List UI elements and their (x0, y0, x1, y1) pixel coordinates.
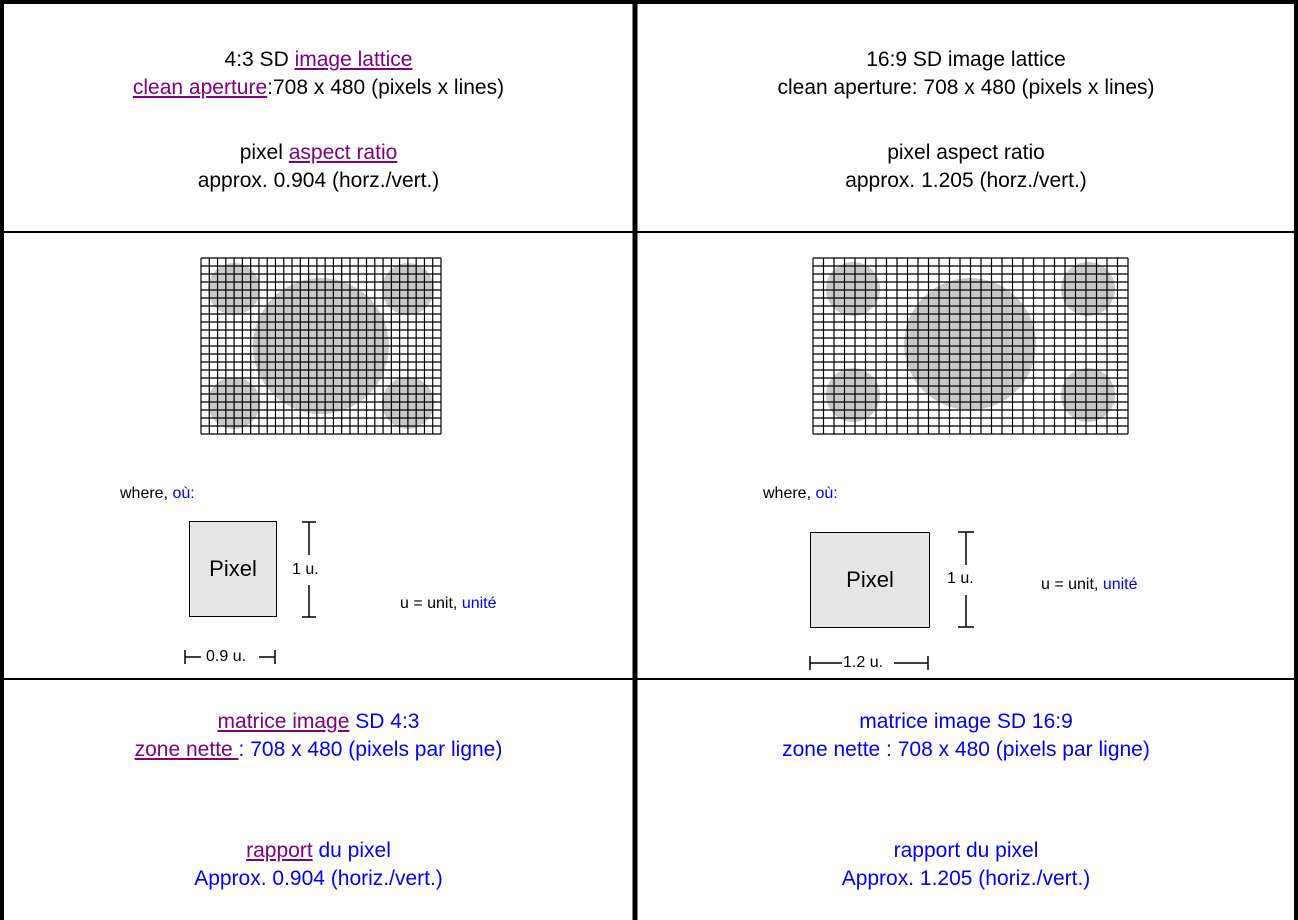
left-aperture-line: clean aperture:708 x 480 (pixels x lines… (4, 74, 633, 102)
left-fr-title-suffix: SD 4:3 (349, 710, 420, 733)
left-unit-fr: unité (461, 595, 497, 612)
pixel-box-4x3: Pixel (189, 521, 277, 617)
right-fr-par-value: Approx. 1.205 (horiz./vert.) (841, 867, 1091, 890)
lattice-4x3-diagram (200, 257, 442, 435)
right-fr-par: rapport du pixel (893, 839, 1039, 862)
test-circle-2 (1061, 262, 1115, 316)
left-par-line: pixel aspect ratio (4, 139, 633, 167)
left-height-label: 1 u. (292, 561, 319, 578)
right-ou-text: où: (815, 485, 838, 502)
left-fr-par: rapport du pixel (4, 837, 633, 865)
right-fr-title: matrice image SD 16:9 (859, 710, 1073, 733)
right-header-cell: 16:9 SD image lattice clean aperture: 70… (638, 4, 1294, 230)
left-fr-title: matrice image SD 4:3 (4, 708, 633, 736)
test-circle-3 (826, 368, 880, 422)
left-title-line: 4:3 SD image lattice (4, 46, 633, 74)
right-unit-fr: unité (1102, 576, 1138, 593)
zone-nette-link[interactable]: zone nette (134, 738, 239, 761)
test-circle-4 (1061, 368, 1115, 422)
pixel-label: Pixel (846, 567, 894, 592)
left-par-value: approx. 0.904 (horz./vert.) (197, 169, 440, 192)
left-fr-par-value: Approx. 0.904 (horiz./vert.) (194, 867, 443, 890)
right-height-label: 1 u. (947, 570, 974, 587)
left-where-label: where, où: (120, 485, 195, 503)
left-where-text: where, (120, 485, 173, 502)
left-french-cell: matrice image SD 4:3 zone nette : 708 x … (4, 681, 633, 920)
rapport-link[interactable]: rapport (246, 839, 313, 862)
left-fr-par-suffix: du pixel (312, 839, 391, 862)
right-height-marker (958, 531, 974, 628)
left-width-label: 0.9 u. (206, 648, 247, 665)
left-unit-note: u = unit, unité (400, 595, 497, 613)
left-title-prefix: 4:3 SD (224, 48, 295, 71)
left-ou-text: où: (172, 485, 195, 502)
lattice-16x9-diagram (812, 257, 1129, 435)
aspect-ratio-link[interactable]: aspect ratio (288, 141, 398, 164)
left-fr-aperture: zone nette : 708 x 480 (pixels par ligne… (4, 736, 633, 764)
right-title-line: 16:9 SD image lattice (866, 48, 1066, 71)
image-lattice-link[interactable]: image lattice (294, 48, 413, 71)
left-fr-aperture-value: : 708 x 480 (pixels par ligne) (238, 738, 503, 761)
left-width-marker (184, 650, 276, 664)
matrice-image-link[interactable]: matrice image (217, 710, 350, 733)
test-circle-1 (826, 262, 880, 316)
clean-aperture-link[interactable]: clean aperture (132, 76, 268, 99)
left-par-prefix: pixel (239, 141, 289, 164)
right-width-label: 1.2 u. (843, 654, 884, 671)
right-where-text: where, (763, 485, 816, 502)
right-par-value: approx. 1.205 (horz./vert.) (845, 169, 1087, 192)
right-french-cell: matrice image SD 16:9 zone nette : 708 x… (638, 681, 1294, 920)
right-fr-aperture: zone nette : 708 x 480 (pixels par ligne… (782, 738, 1150, 761)
right-par-line: pixel aspect ratio (887, 141, 1045, 164)
right-width-marker (809, 656, 929, 670)
left-header-cell: 4:3 SD image lattice clean aperture:708 … (4, 4, 633, 230)
pixel-box-16x9: Pixel (810, 532, 930, 628)
left-unit-text: u = unit, (400, 595, 462, 612)
right-unit-note: u = unit, unité (1041, 576, 1138, 594)
pixel-label: Pixel (209, 556, 257, 581)
right-where-label: where, où: (763, 485, 838, 503)
left-aperture-value: :708 x 480 (pixels x lines) (267, 76, 505, 99)
right-unit-text: u = unit, (1041, 576, 1103, 593)
left-height-marker (302, 521, 316, 618)
right-aperture-line: clean aperture: 708 x 480 (pixels x line… (777, 76, 1155, 99)
